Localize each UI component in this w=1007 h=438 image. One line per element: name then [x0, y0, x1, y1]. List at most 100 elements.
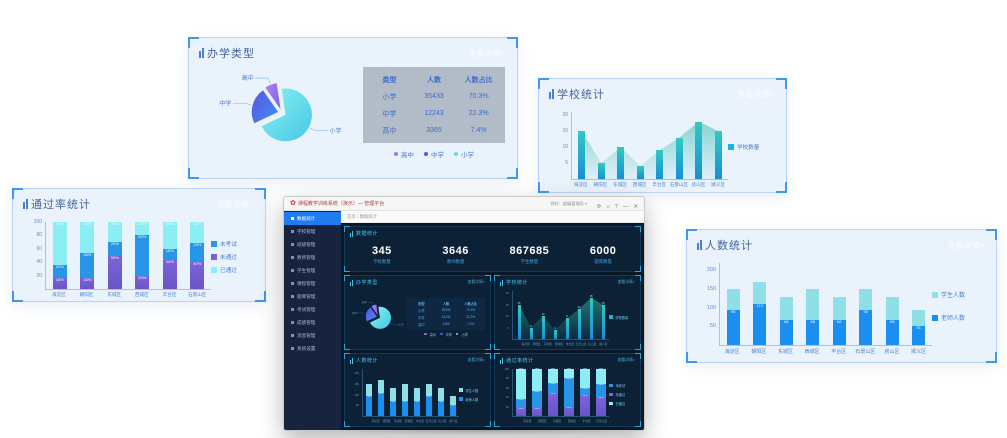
pie-slice-label: 高中: [362, 300, 368, 304]
sidebar-item[interactable]: 课程管理: [284, 277, 341, 290]
y-tick-label: 100: [706, 304, 716, 311]
pie-slice[interactable]: [261, 88, 312, 142]
flower-logo-icon: ✿: [290, 200, 296, 207]
segment-label: 38%: [534, 389, 540, 393]
dashboard-row: 办学类型 查看详情> 高中 小学 中学 类型 人数 人数占比 小学 35433 70.3% 中学…: [344, 275, 641, 350]
legend-item[interactable]: 中学: [424, 149, 444, 159]
pie-slice[interactable]: [369, 306, 392, 329]
segment-label: 68: [810, 318, 815, 324]
legend-item[interactable]: 未考试: [211, 240, 253, 248]
menu-item-icon: [291, 282, 294, 285]
bar-segment: 20%: [564, 406, 574, 416]
home-icon[interactable]: ⌂: [606, 203, 610, 210]
bar-segment: 68: [779, 319, 793, 345]
chart-plot: 100 80 60 40 20 16% 20% 64% 16% 38% 46% 50% 20% 30% 20…: [34, 219, 211, 290]
legend-item[interactable]: 学生人数: [459, 388, 485, 393]
legend: 高中 中学 小学: [363, 149, 505, 159]
stacked-bar: 95: [366, 369, 372, 416]
legend-item[interactable]: 小学: [454, 149, 474, 159]
legend-item[interactable]: 老师人数: [459, 397, 485, 402]
legend-item[interactable]: 中学: [440, 332, 452, 337]
legend-item[interactable]: 小学: [455, 332, 468, 337]
bar-segment: 40%: [162, 221, 177, 249]
detail-link[interactable]: 查看详情>: [737, 89, 774, 99]
minimize-icon[interactable]: —: [622, 203, 629, 210]
legend-item[interactable]: 学校数量: [609, 315, 635, 320]
refresh-icon[interactable]: ⟳: [596, 203, 602, 210]
bar-segment: 68: [402, 400, 408, 416]
detail-link[interactable]: 查看详情>: [467, 280, 485, 284]
bar-column: 110: [375, 369, 387, 416]
stacked-bar: 110: [378, 369, 384, 416]
breadcrumb-text[interactable]: 首页 / 数据统计: [347, 213, 378, 219]
sidebar-item[interactable]: 数据统计: [284, 212, 341, 225]
segment-label: 20%: [110, 241, 119, 247]
legend-item[interactable]: 未通过: [609, 392, 635, 397]
legend-item[interactable]: 未考试: [609, 383, 635, 388]
bar-segment: 46%: [532, 368, 542, 391]
x-tick-label: 石景山区: [575, 342, 587, 346]
pie-slice[interactable]: [265, 83, 281, 110]
legend-marker: [424, 332, 427, 336]
sidebar-item[interactable]: 教师管理: [284, 251, 341, 264]
sidebar-item[interactable]: 系统设置: [284, 342, 341, 355]
callout-line: [367, 302, 374, 305]
legend-item[interactable]: 学校数量: [728, 143, 774, 151]
legend-label: 未通过: [615, 393, 626, 397]
sidebar-item[interactable]: 考试管理: [284, 303, 341, 316]
y-tick-label: 20: [36, 272, 42, 279]
legend-item[interactable]: 未通过: [211, 253, 253, 261]
legend-marker: [211, 267, 217, 273]
bar-value-label: 10: [541, 313, 545, 317]
user-greeting[interactable]: 你好：超级管理员: [550, 200, 584, 206]
window-title: 课程教学训练系统（演示）— 管理平台: [297, 201, 385, 207]
sidebar-item[interactable]: 班级管理: [284, 238, 341, 251]
chevron-down-icon[interactable]: ▾: [584, 201, 587, 206]
pie-slice[interactable]: [365, 307, 377, 322]
legend-item[interactable]: 已通过: [609, 401, 635, 406]
sidebar-item-label: 学生管理: [297, 267, 316, 273]
detail-link[interactable]: 查看详情>: [468, 48, 505, 58]
legend-item[interactable]: 高中: [394, 149, 414, 159]
pie-slice[interactable]: [371, 304, 378, 316]
x-tick-label: 石景山区: [595, 419, 608, 423]
legend-item[interactable]: 高中: [424, 332, 436, 337]
bar-column: [650, 112, 670, 179]
panel-header: 办学类型 查看详情>: [345, 276, 490, 287]
legend-label: 未考试: [615, 384, 626, 388]
detail-link[interactable]: 查看详情>: [617, 280, 635, 284]
detail-link[interactable]: 查看详情>: [216, 199, 253, 209]
sidebar-item[interactable]: 题库管理: [284, 290, 341, 303]
stacked-bar-chart: 100 80 60 40 20 16% 20% 64% 16% 38% 46% 50% 20% 30% 20…: [25, 216, 211, 298]
segment-label: 16%: [165, 247, 174, 253]
x-axis-labels: 海淀区 朝阳区 东城区 西城区 丰台区 石景山区: [45, 290, 211, 298]
sidebar-item[interactable]: 消息管理: [284, 329, 341, 342]
table-cell: 小学: [418, 308, 425, 313]
callout-line: [232, 103, 252, 106]
stacked-bar: 40% 28% 32%: [596, 368, 606, 416]
detail-link[interactable]: 查看详情>: [467, 358, 485, 362]
pie-slice[interactable]: [251, 90, 279, 124]
bar-column: 15: [597, 291, 609, 339]
bar-column: 95: [363, 369, 375, 416]
x-tick-label: 顺义区: [599, 342, 608, 346]
y-tick-label: 20: [505, 291, 509, 296]
legend-item[interactable]: 学生人数: [932, 290, 984, 299]
stat-label: 教师数量: [446, 258, 465, 264]
bar-value-label: 15: [517, 301, 521, 305]
bar-column: 68: [773, 263, 800, 345]
detail-link[interactable]: 查看详情>: [947, 240, 984, 250]
legend-item[interactable]: 已通过: [211, 266, 253, 274]
segment-label: 64%: [55, 221, 64, 227]
legend-item[interactable]: 老师人数: [932, 313, 984, 322]
detail-link[interactable]: 查看详情>: [617, 358, 635, 362]
chart-plot: 20 15 10 5: [562, 112, 728, 180]
sidebar-item[interactable]: 学生管理: [284, 264, 341, 277]
help-icon[interactable]: ?: [614, 203, 618, 210]
legend-marker: [394, 152, 398, 156]
sidebar-item[interactable]: 成绩管理: [284, 316, 341, 329]
dash-panel-school-stats: 学校统计 查看详情> 20 15 10 5 15 5 10 4 9 13 18 15 海淀区 朝阳区 东城区…: [494, 275, 641, 350]
close-icon[interactable]: ✕: [633, 203, 638, 210]
sidebar-item[interactable]: 学校管理: [284, 225, 341, 238]
stat-card: 867685 学生数量: [493, 245, 567, 265]
